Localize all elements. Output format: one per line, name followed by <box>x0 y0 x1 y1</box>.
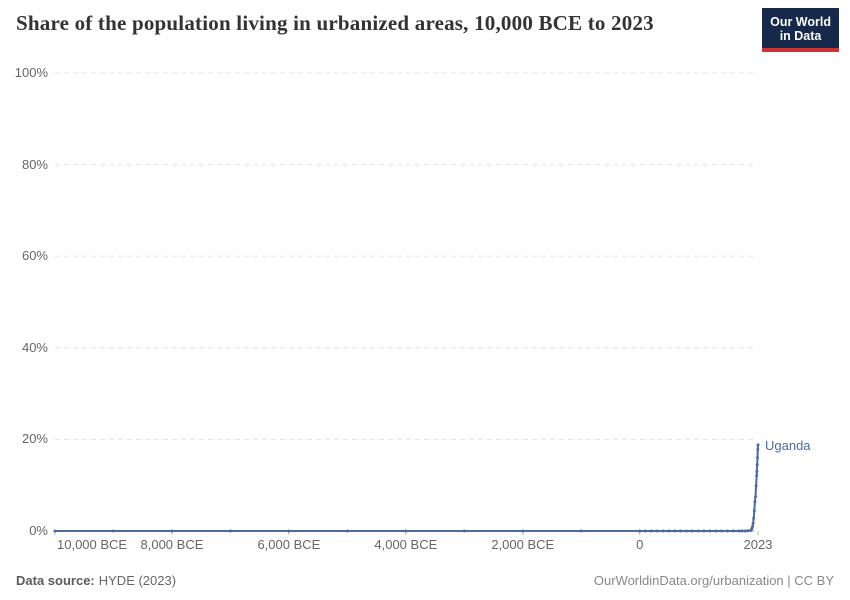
data-point <box>679 529 683 533</box>
series-label-uganda[interactable]: Uganda <box>765 437 811 453</box>
data-point <box>53 529 57 533</box>
data-point <box>755 474 759 478</box>
data-point <box>644 529 648 533</box>
data-point <box>754 495 757 499</box>
data-point <box>725 529 729 533</box>
data-point <box>756 443 760 447</box>
y-tick-label: 100% <box>14 65 48 80</box>
data-point <box>755 463 759 467</box>
y-tick-label: 60% <box>21 248 48 264</box>
data-point <box>720 529 724 533</box>
owid-logo[interactable]: Our World in Data <box>762 8 839 52</box>
x-tick-label: 2,000 BCE <box>491 537 555 552</box>
data-point <box>746 529 750 533</box>
data-point <box>702 529 706 533</box>
y-tick-label: 20% <box>21 431 48 447</box>
chart-title: Share of the population living in urbani… <box>16 11 654 35</box>
data-source: Data source: HYDE (2023) <box>16 573 176 588</box>
data-source-label: Data source: <box>16 573 95 588</box>
data-point <box>743 529 747 533</box>
data-point <box>740 529 744 533</box>
data-point <box>754 484 758 488</box>
data-point <box>690 529 694 533</box>
credit-link[interactable]: OurWorldinData.org/urbanization | CC BY <box>593 573 834 588</box>
x-tick-label: 4,000 BCE <box>374 537 438 552</box>
data-point <box>673 529 677 533</box>
data-point <box>753 500 757 504</box>
x-tick-label: 10,000 BCE <box>57 537 128 552</box>
chart-footer: Data source: HYDE (2023) OurWorldinData.o… <box>16 573 834 588</box>
data-point <box>731 529 735 533</box>
data-point <box>112 529 115 533</box>
data-point <box>287 529 291 533</box>
data-point <box>756 456 759 460</box>
data-point <box>521 529 525 533</box>
data-point <box>170 529 174 533</box>
y-tick-label: 0% <box>29 523 48 538</box>
data-point <box>752 509 756 513</box>
x-tick-label: 0 <box>636 537 644 552</box>
owid-logo-line2: in Data <box>779 29 822 43</box>
data-point <box>737 529 741 533</box>
data-point <box>752 516 756 520</box>
data-point <box>345 529 349 533</box>
data-point <box>661 529 665 533</box>
data-point <box>462 529 466 533</box>
data-point <box>714 529 718 533</box>
data-point <box>667 529 671 533</box>
data-point <box>638 529 642 533</box>
data-point <box>708 529 712 533</box>
data-point <box>751 521 755 525</box>
data-point <box>649 529 653 533</box>
uganda-line[interactable] <box>54 443 759 532</box>
data-point <box>685 529 688 533</box>
y-tick-label: 80% <box>21 156 48 172</box>
data-point <box>228 529 232 533</box>
data-point <box>696 529 700 533</box>
y-tick-label: 40% <box>21 339 48 355</box>
data-point <box>579 529 583 533</box>
data-point <box>751 524 755 528</box>
data-point <box>404 529 408 533</box>
data-source-value: HYDE (2023) <box>98 573 177 588</box>
owid-logo-line1: Our World <box>770 15 831 29</box>
data-point <box>755 470 759 473</box>
data-point <box>655 529 659 533</box>
x-tick-label: 6,000 BCE <box>257 537 321 552</box>
x-tick-label: 2023 <box>743 537 773 552</box>
x-tick-label: 8,000 BCE <box>140 537 204 552</box>
data-point <box>756 448 760 451</box>
